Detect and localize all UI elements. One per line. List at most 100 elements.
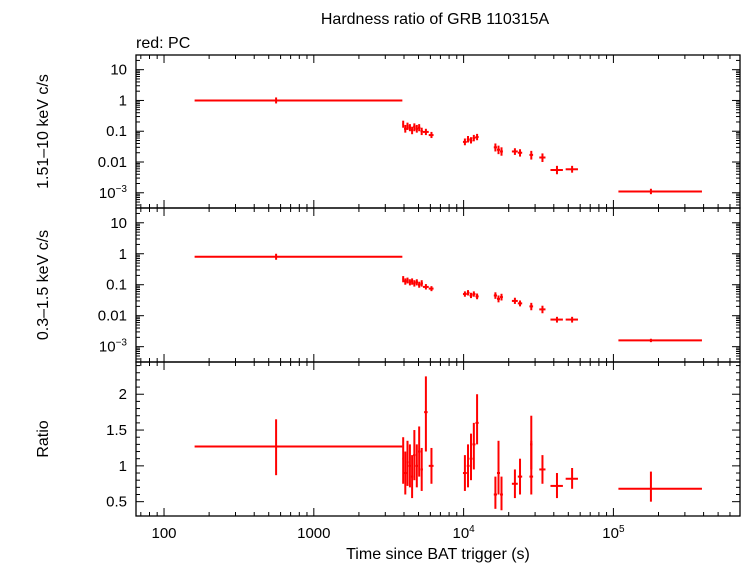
data-point xyxy=(415,444,418,488)
data-point xyxy=(466,135,470,143)
y-tick-label: 0.1 xyxy=(106,123,127,140)
data-point xyxy=(472,422,476,470)
data-point xyxy=(530,415,533,470)
data-point xyxy=(466,444,470,488)
data-point xyxy=(511,297,518,304)
y-tick-label: 0.01 xyxy=(98,154,127,171)
y-tick-label: 1 xyxy=(119,92,127,109)
y-axis-label: 0.3–1.5 keV c/s xyxy=(35,230,52,340)
data-point xyxy=(618,338,702,343)
data-point xyxy=(194,419,403,476)
data-point xyxy=(420,280,423,287)
y-tick-label: 1.5 xyxy=(106,422,127,439)
data-point xyxy=(475,293,479,300)
data-point xyxy=(517,149,523,157)
data-point xyxy=(539,455,546,484)
data-point xyxy=(420,447,423,491)
data-point xyxy=(493,476,497,509)
data-point xyxy=(500,147,503,156)
data-point xyxy=(402,276,405,283)
data-point xyxy=(428,131,434,139)
data-point xyxy=(475,394,479,445)
data-point xyxy=(565,316,578,323)
data-point xyxy=(496,440,501,495)
data-point xyxy=(410,126,414,135)
data-point xyxy=(539,153,546,162)
data-point xyxy=(404,451,407,495)
data-point xyxy=(417,281,421,288)
chart-title: Hardness ratio of GRB 110315A xyxy=(321,11,550,28)
data-point xyxy=(404,124,407,133)
data-point xyxy=(618,471,702,502)
panel-hard: 10 1 0.1 0.01 10−3 1.51–10 keV c/s xyxy=(35,54,741,209)
y-tick-label: 10−3 xyxy=(99,338,128,356)
data-point xyxy=(422,128,429,136)
data-point xyxy=(550,316,563,323)
y-tick-label: 10 xyxy=(110,215,127,232)
data-point xyxy=(417,124,421,132)
data-point xyxy=(408,124,411,132)
data-point xyxy=(408,444,411,488)
data-point xyxy=(539,305,546,314)
y-tick-label: 1 xyxy=(119,458,127,475)
data-point xyxy=(402,120,405,128)
y-axis-label: Ratio xyxy=(35,420,52,457)
y-tick-label: 10−3 xyxy=(99,184,128,202)
data-point xyxy=(529,150,534,160)
data-point xyxy=(415,279,418,286)
x-tick-label: 104 xyxy=(452,524,475,542)
y-tick-label: 1 xyxy=(119,246,127,263)
y-tick-label: 10 xyxy=(110,62,127,79)
data-point xyxy=(406,122,409,130)
data-point xyxy=(511,469,518,499)
data-point xyxy=(618,188,702,195)
data-point xyxy=(462,455,467,491)
data-point xyxy=(408,279,411,286)
chart-subtitle: red: PC xyxy=(136,35,190,52)
data-point xyxy=(462,138,467,146)
y-tick-label: 2 xyxy=(119,386,127,403)
data-point xyxy=(517,458,523,495)
data-point xyxy=(420,127,423,136)
data-point xyxy=(550,165,563,175)
panel-frame xyxy=(135,207,741,363)
data-point xyxy=(428,286,434,292)
data-point xyxy=(424,376,428,452)
data-point xyxy=(422,284,429,290)
x-tick-label: 100 xyxy=(152,525,177,542)
data-point xyxy=(194,253,403,260)
data-point xyxy=(469,137,473,144)
panel-frame xyxy=(135,361,741,517)
data-point xyxy=(466,290,470,296)
data-point xyxy=(493,143,497,152)
data-point xyxy=(469,292,473,299)
data-point xyxy=(550,473,563,499)
data-point xyxy=(194,97,403,104)
data-point xyxy=(500,476,503,511)
data-point xyxy=(469,433,473,481)
data-point xyxy=(404,278,407,285)
data-point xyxy=(529,302,534,311)
panel-frame xyxy=(135,54,741,209)
data-point xyxy=(410,455,414,499)
data-point xyxy=(402,437,405,484)
data-point xyxy=(472,291,476,297)
data-point xyxy=(565,468,578,489)
data-point xyxy=(511,148,518,155)
data-point xyxy=(406,277,409,284)
data-point xyxy=(493,292,497,299)
data-point xyxy=(517,300,523,307)
data-point xyxy=(413,280,416,287)
y-tick-label: 0.1 xyxy=(106,277,127,294)
data-point xyxy=(565,165,578,173)
data-point xyxy=(406,440,409,486)
panel-ratio: 2 1.5 1 0.5 Ratio xyxy=(35,361,741,517)
data-point xyxy=(496,145,501,155)
data-point xyxy=(413,123,416,132)
y-tick-label: 0.01 xyxy=(98,308,127,325)
y-tick-label: 0.5 xyxy=(106,494,127,511)
x-axis-label: Time since BAT trigger (s) xyxy=(346,546,530,563)
y-axis-label: 1.51–10 keV c/s xyxy=(35,74,52,189)
